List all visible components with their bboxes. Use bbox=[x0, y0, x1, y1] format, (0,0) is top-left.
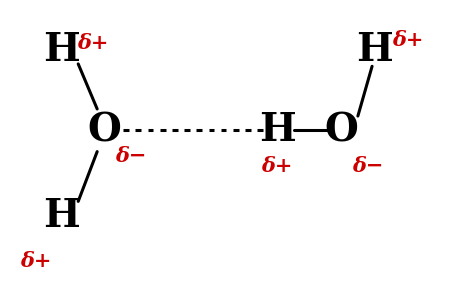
Text: O: O bbox=[324, 111, 358, 149]
Text: O: O bbox=[87, 111, 121, 149]
Text: δ+: δ+ bbox=[77, 33, 108, 53]
Text: H: H bbox=[356, 31, 393, 69]
Text: δ−: δ− bbox=[352, 156, 383, 176]
Text: δ+: δ+ bbox=[262, 156, 293, 176]
Text: H: H bbox=[43, 197, 80, 235]
Text: H: H bbox=[43, 31, 80, 69]
Text: H: H bbox=[259, 111, 296, 149]
Text: δ+: δ+ bbox=[392, 30, 423, 50]
Text: δ+: δ+ bbox=[20, 251, 51, 271]
Text: δ−: δ− bbox=[115, 146, 146, 166]
